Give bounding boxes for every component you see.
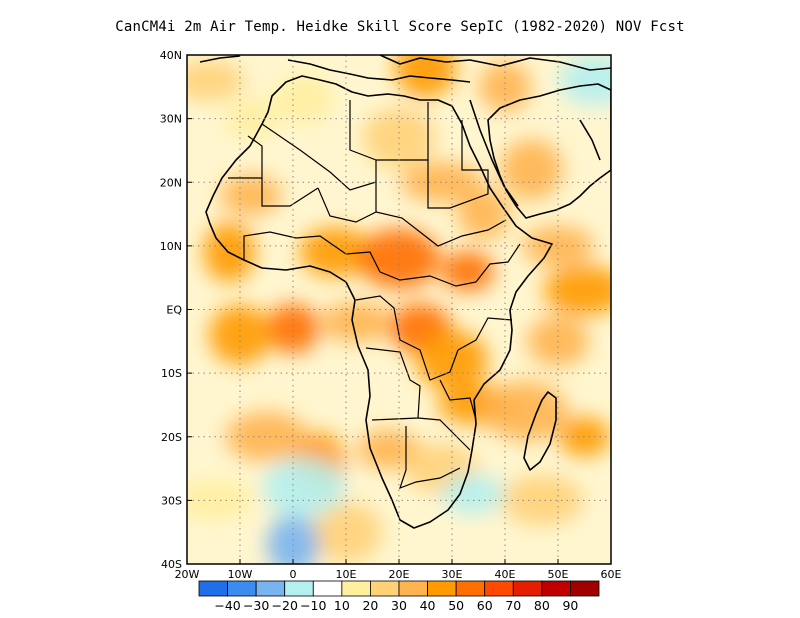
gulf-coast	[579, 119, 601, 161]
lon-tick-label: 30E	[442, 568, 463, 581]
lon-tick-label: 60E	[601, 568, 622, 581]
colorbar-label: −40	[214, 598, 240, 613]
colorbar-label: 90	[562, 598, 578, 613]
colorbar-swatch	[484, 580, 514, 597]
skill-patch	[357, 429, 420, 470]
colorbar-label: 60	[477, 598, 493, 613]
colorbar-label: 70	[505, 598, 521, 613]
colorbar-swatch	[284, 580, 314, 597]
colorbar-swatch	[512, 580, 543, 597]
colorbar-swatch	[398, 580, 428, 597]
skill-patch	[187, 60, 245, 101]
colorbar-label: −30	[243, 598, 269, 613]
skill-patch	[299, 227, 372, 278]
colorbar: −40 −30 −20 −10 10 20 30 40 50 60 70 80 90	[198, 580, 600, 613]
lon-tick-label: 40E	[495, 568, 516, 581]
skill-patch	[479, 61, 531, 112]
skill-patch	[500, 139, 563, 200]
skill-patch	[522, 225, 594, 266]
skill-patch	[267, 303, 319, 354]
lon-tick-label: 20W	[175, 568, 200, 581]
colorbar-swatch	[541, 580, 571, 597]
lon-tick-label: 10E	[336, 568, 357, 581]
lat-tick-label: 40N	[160, 49, 182, 62]
country-borders	[228, 100, 521, 490]
red-sea	[469, 99, 519, 207]
chart-title: CanCM4i 2m Air Temp. Heidke Skill Score …	[115, 19, 685, 35]
skill-patch	[320, 302, 393, 343]
colorbar-swatch	[312, 580, 343, 597]
colorbar-label: −10	[300, 598, 326, 613]
skill-patch	[310, 502, 382, 563]
colorbar-label: 80	[534, 598, 550, 613]
skill-field	[187, 55, 611, 564]
colorbar-swatch	[227, 580, 257, 597]
skill-patch	[224, 98, 277, 139]
lat-tick-label: 30N	[160, 113, 182, 126]
coastlines	[199, 55, 611, 529]
skill-patch	[543, 265, 611, 316]
skill-patch	[272, 74, 335, 125]
colorbar-label: 50	[448, 598, 464, 613]
colorbar-label: 20	[362, 598, 378, 613]
africa-outline	[205, 75, 553, 529]
lat-tick-label: 20S	[161, 431, 182, 444]
skill-patch	[262, 457, 345, 518]
skill-patch	[485, 381, 568, 442]
lat-tick-label: 30S	[161, 494, 182, 507]
lon-tick-label: 0	[290, 568, 297, 581]
lon-tick-label: 20E	[389, 568, 410, 581]
skill-patch	[501, 475, 584, 526]
skill-patch	[394, 55, 457, 98]
colorbar-swatch	[370, 580, 400, 597]
skill-patch	[209, 304, 271, 365]
madagascar-outline	[523, 391, 557, 471]
colorbar-swatch	[255, 580, 286, 597]
skill-patch	[219, 174, 282, 215]
colorbar-swatch	[198, 580, 228, 597]
skill-patch	[559, 55, 611, 106]
lat-tick-label: EQ	[166, 304, 182, 317]
lat-tick-label: 10N	[160, 240, 182, 253]
europe-coast	[199, 55, 611, 71]
skill-patch	[457, 189, 510, 240]
colorbar-swatch	[455, 580, 486, 597]
colorbar-label: 30	[391, 598, 407, 613]
colorbar-label: 40	[420, 598, 436, 613]
colorbar-swatch	[570, 580, 600, 597]
lat-tick-label: 40S	[161, 558, 182, 571]
skill-patch	[442, 474, 505, 515]
lat-tick-label: 10S	[161, 367, 182, 380]
skill-patch	[441, 251, 494, 292]
axis-ticks: 20W 10W 0 10E 20E 30E 40E 50E 60E 40N 30N 20N 10N EQ 1…	[160, 49, 622, 581]
grid-lines	[187, 55, 611, 564]
skill-patch	[225, 411, 308, 462]
lon-tick-label: 10W	[228, 568, 253, 581]
skill-patch	[416, 330, 488, 391]
colorbar-label: −20	[272, 598, 298, 613]
colorbar-swatch	[427, 580, 457, 597]
colorbar-label: 10	[334, 598, 350, 613]
mediterranean-coast	[287, 59, 471, 83]
lat-tick-label: 20N	[160, 176, 182, 189]
colorbar-swatch	[341, 580, 371, 597]
lon-tick-label: 50E	[548, 568, 569, 581]
